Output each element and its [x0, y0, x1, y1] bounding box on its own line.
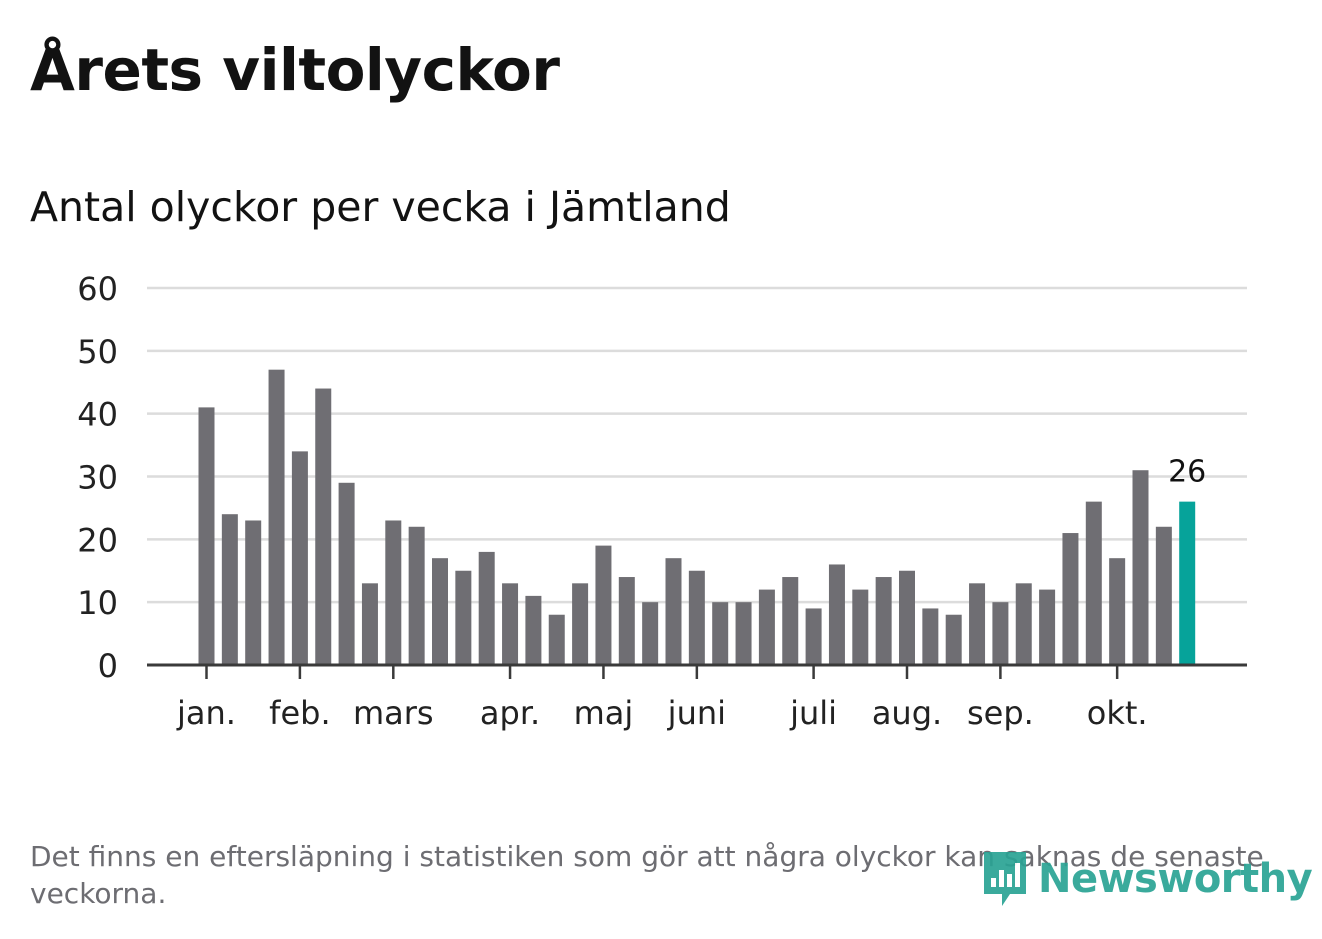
x-tick-label: okt.: [1087, 694, 1148, 732]
bar: [1155, 526, 1172, 665]
y-tick-label: 50: [77, 333, 118, 371]
bar: [852, 589, 869, 665]
bar: [735, 602, 752, 665]
bar: [688, 570, 705, 665]
x-tick-label: juli: [789, 694, 837, 732]
bar: [712, 602, 729, 665]
grid-lines: [147, 286, 1247, 604]
bar: [665, 558, 682, 665]
x-tick-label: aug.: [872, 694, 942, 732]
bar: [618, 577, 635, 665]
bar: [432, 558, 448, 665]
bar: [945, 614, 962, 665]
bar: [1109, 558, 1126, 665]
bar: [525, 595, 542, 665]
bar: [1015, 583, 1032, 665]
highlight-value-label: 26: [1168, 455, 1206, 490]
x-tick-label: sep.: [967, 694, 1034, 732]
bar: [1132, 470, 1149, 665]
x-tick-label: juni: [667, 694, 726, 732]
bar: [1062, 533, 1079, 665]
bar-chart: 0 10 20 30 40 50 60 jan. feb. mars apr. maj juni jul…: [77, 270, 1247, 732]
y-tick-label: 30: [77, 459, 118, 497]
bar: [642, 602, 659, 665]
brand-name: Newsworthy: [1038, 856, 1313, 902]
newsworthy-chart-logo-icon: [984, 852, 1026, 906]
bar: [595, 545, 612, 665]
bar: [198, 407, 215, 665]
bar: [291, 451, 308, 665]
bar: [922, 608, 939, 665]
bar: [338, 482, 355, 665]
bar: [455, 570, 472, 665]
chart-title: Årets viltolyckor: [30, 36, 560, 104]
bar: [315, 388, 332, 665]
x-tick-label: feb.: [269, 694, 330, 732]
bar: [969, 583, 986, 665]
x-tick-label: mars: [353, 694, 434, 732]
y-tick-label: 40: [77, 396, 118, 434]
bar-highlighted: [1179, 501, 1196, 665]
bar: [875, 577, 892, 665]
x-tick-label: jan.: [176, 694, 236, 732]
bar: [478, 551, 495, 665]
x-tick-label: apr.: [480, 694, 540, 732]
chart-subtitle: Antal olyckor per vecka i Jämtland: [30, 183, 731, 231]
bar: [268, 369, 285, 665]
y-tick-label: 10: [77, 584, 118, 622]
bar: [245, 520, 262, 665]
bar: [805, 608, 822, 665]
x-axis-ticks: jan. feb. mars apr. maj juni juli aug. sep. okt.: [176, 665, 1148, 732]
y-tick-label: 60: [77, 270, 118, 308]
bar: [361, 583, 378, 665]
bar: [828, 564, 845, 665]
newsworthy-logo[interactable]: Newsworthy: [980, 848, 1313, 910]
bar: [1085, 501, 1102, 665]
bar: [408, 526, 425, 665]
bar: [572, 583, 589, 665]
bar: [502, 583, 519, 665]
bar: [221, 514, 238, 665]
bar: [782, 577, 799, 665]
bar: [548, 614, 565, 665]
bar: [1039, 589, 1056, 665]
y-tick-label: 20: [77, 521, 118, 559]
x-tick-label: maj: [574, 694, 634, 732]
bar: [992, 602, 1009, 665]
y-axis-tick-labels: 0 10 20 30 40 50 60: [77, 270, 118, 685]
y-tick-label: 0: [98, 647, 118, 685]
footnote: Det finns en eftersläpning i statistiken…: [30, 840, 1264, 910]
bar: [385, 520, 402, 665]
bar: [899, 570, 915, 665]
bars: [198, 369, 1196, 665]
bar: [758, 589, 775, 665]
